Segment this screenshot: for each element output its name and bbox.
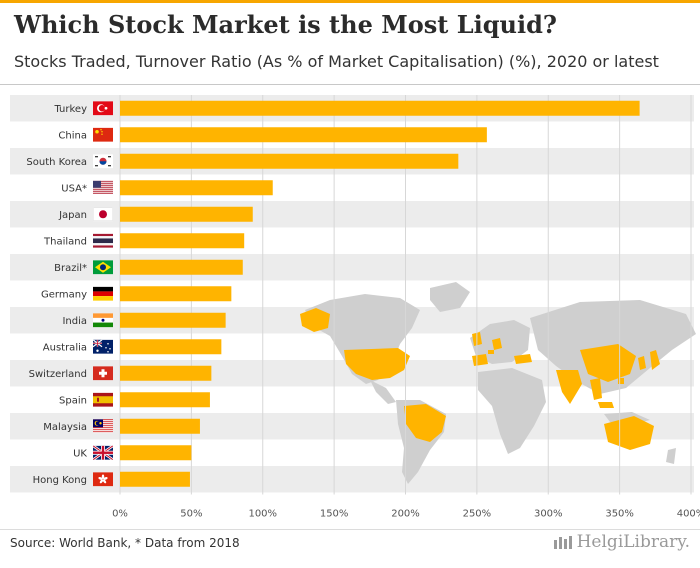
brand-logo: HelgiLibrary.: [553, 532, 690, 552]
bar-chart: Turkey China South Korea USA* Japan Thailand B…: [10, 95, 700, 520]
map-korea: [638, 356, 646, 370]
x-tick-label: 0%: [112, 509, 128, 520]
category-label: Germany: [41, 289, 87, 300]
bar: [120, 100, 640, 116]
germany-flag-icon: [93, 286, 113, 301]
category-label: Brazil*: [54, 263, 87, 274]
x-tick-label: 50%: [180, 509, 202, 520]
bar: [120, 206, 253, 222]
bar: [120, 339, 222, 355]
category-label: Australia: [43, 342, 87, 353]
flags: [93, 101, 113, 487]
malaysia-flag-icon: [93, 419, 113, 434]
bar: [120, 153, 459, 169]
map-thailand: [590, 378, 602, 400]
map-turkey: [514, 354, 532, 364]
x-tick-label: 100%: [248, 509, 277, 520]
bar: [120, 286, 232, 302]
map-new-zealand: [666, 448, 676, 464]
x-tick-label: 350%: [605, 509, 634, 520]
map-japan: [650, 350, 660, 370]
switzerland-flag-icon: [93, 366, 113, 381]
x-tick-label: 300%: [534, 509, 563, 520]
map-malaysia: [598, 402, 614, 408]
japan-flag-icon: [93, 207, 113, 222]
bars: [120, 100, 640, 487]
bar: [120, 259, 243, 275]
category-label: South Korea: [26, 157, 87, 168]
category-label: Hong Kong: [33, 475, 87, 486]
bar: [120, 233, 245, 249]
south-korea-flag-icon: [93, 154, 113, 169]
usa-flag-icon: [93, 180, 113, 195]
header-divider: [0, 84, 700, 85]
category-label: USA*: [61, 183, 87, 194]
map-india: [556, 370, 582, 404]
map-alaska: [300, 308, 330, 332]
map-china: [580, 344, 636, 382]
hong-kong-flag-icon: [93, 472, 113, 487]
x-tick-label: 400%: [677, 509, 700, 520]
map-australia: [604, 416, 654, 450]
chart-subtitle: Stocks Traded, Turnover Ratio (As % of M…: [14, 52, 659, 71]
x-axis-ticks: 0% 50% 100% 150% 200% 250% 300% 350% 400%: [112, 509, 700, 520]
map-switzerland: [488, 350, 494, 354]
category-label: Switzerland: [29, 369, 87, 380]
map-spain: [472, 354, 488, 366]
category-label: Turkey: [53, 104, 87, 115]
china-flag-icon: [93, 127, 113, 142]
map-hong-kong: [618, 378, 624, 384]
map-usa: [344, 348, 410, 380]
brand-name: HelgiLibrary.: [576, 532, 690, 552]
x-tick-label: 200%: [391, 509, 420, 520]
india-flag-icon: [93, 313, 113, 328]
category-label: Spain: [59, 395, 87, 406]
category-label: Malaysia: [43, 422, 87, 433]
bar: [120, 127, 487, 143]
source-note: Source: World Bank, * Data from 2018: [10, 536, 240, 550]
bar: [120, 312, 226, 328]
spain-flag-icon: [93, 392, 113, 407]
category-label: China: [58, 130, 87, 141]
turkey-flag-icon: [93, 101, 113, 116]
map-brazil: [404, 404, 446, 442]
x-tick-label: 250%: [463, 509, 492, 520]
top-accent-rule: [0, 0, 700, 3]
footer-divider: [0, 529, 700, 530]
category-label: Japan: [58, 210, 87, 221]
bar: [120, 365, 212, 381]
map-africa: [478, 368, 546, 454]
map-central-america: [370, 380, 396, 404]
category-labels: Turkey China South Korea USA* Japan Thailand B…: [26, 104, 87, 486]
australia-flag-icon: [93, 339, 113, 354]
map-germany: [492, 338, 502, 350]
category-label: Thailand: [43, 236, 87, 247]
bar: [120, 180, 273, 196]
x-tick-label: 150%: [320, 509, 349, 520]
bar: [120, 445, 192, 461]
chart-title: Which Stock Market is the Most Liquid?: [14, 10, 557, 39]
category-label: UK: [73, 448, 87, 459]
library-icon: [553, 536, 572, 549]
category-label: India: [62, 316, 87, 327]
bar: [120, 471, 190, 487]
uk-flag-icon: [93, 445, 113, 460]
bar: [120, 392, 210, 408]
brazil-flag-icon: [93, 260, 113, 275]
map-greenland: [430, 282, 470, 312]
bar: [120, 418, 200, 434]
thailand-flag-icon: [93, 233, 113, 248]
